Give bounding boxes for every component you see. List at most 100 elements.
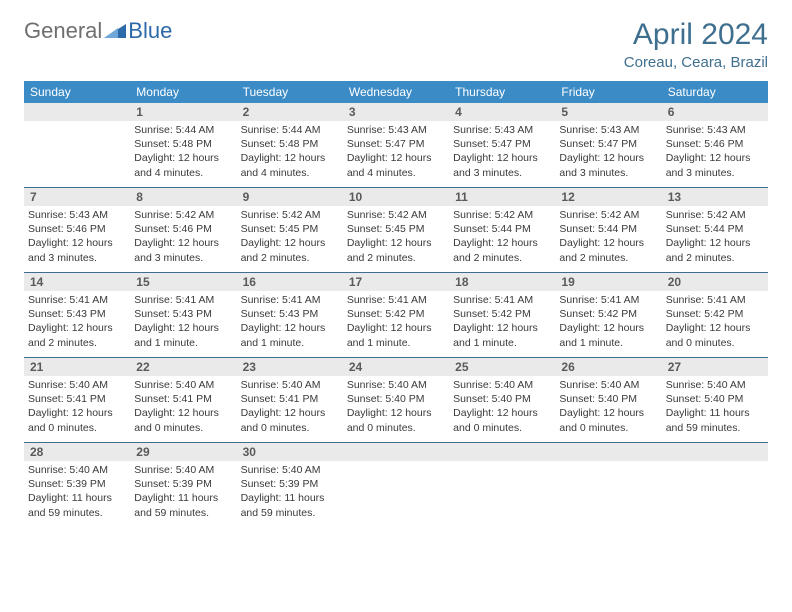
sunrise-line: Sunrise: 5:40 AM bbox=[347, 378, 445, 392]
calendar-week: 21Sunrise: 5:40 AMSunset: 5:41 PMDayligh… bbox=[24, 358, 768, 443]
calendar-cell: 6Sunrise: 5:43 AMSunset: 5:46 PMDaylight… bbox=[662, 103, 768, 187]
daylight-line: Daylight: 12 hours and 4 minutes. bbox=[241, 151, 339, 179]
sunset-line: Sunset: 5:45 PM bbox=[241, 222, 339, 236]
daylight-line: Daylight: 11 hours and 59 minutes. bbox=[666, 406, 764, 434]
sunset-line: Sunset: 5:44 PM bbox=[453, 222, 551, 236]
day-number: 29 bbox=[130, 443, 236, 461]
sunset-line: Sunset: 5:39 PM bbox=[241, 477, 339, 491]
sunset-line: Sunset: 5:47 PM bbox=[347, 137, 445, 151]
sunset-line: Sunset: 5:48 PM bbox=[134, 137, 232, 151]
daylight-line: Daylight: 11 hours and 59 minutes. bbox=[134, 491, 232, 519]
calendar-cell: 12Sunrise: 5:42 AMSunset: 5:44 PMDayligh… bbox=[555, 188, 661, 272]
sunset-line: Sunset: 5:39 PM bbox=[134, 477, 232, 491]
calendar-cell: 23Sunrise: 5:40 AMSunset: 5:41 PMDayligh… bbox=[237, 358, 343, 442]
day-number: 7 bbox=[24, 188, 130, 206]
calendar: Sunday Monday Tuesday Wednesday Thursday… bbox=[24, 81, 768, 527]
day-number: 30 bbox=[237, 443, 343, 461]
calendar-cell: 16Sunrise: 5:41 AMSunset: 5:43 PMDayligh… bbox=[237, 273, 343, 357]
daylight-line: Daylight: 12 hours and 0 minutes. bbox=[453, 406, 551, 434]
day-number: 21 bbox=[24, 358, 130, 376]
calendar-cell: 2Sunrise: 5:44 AMSunset: 5:48 PMDaylight… bbox=[237, 103, 343, 187]
daylight-line: Daylight: 12 hours and 2 minutes. bbox=[28, 321, 126, 349]
day-number: 18 bbox=[449, 273, 555, 291]
brand-logo: General Blue bbox=[24, 18, 172, 44]
calendar-cell: 14Sunrise: 5:41 AMSunset: 5:43 PMDayligh… bbox=[24, 273, 130, 357]
sunrise-line: Sunrise: 5:42 AM bbox=[453, 208, 551, 222]
dow-thursday: Thursday bbox=[449, 81, 555, 103]
calendar-cell bbox=[662, 443, 768, 527]
sunset-line: Sunset: 5:48 PM bbox=[241, 137, 339, 151]
day-number: 5 bbox=[555, 103, 661, 121]
sunset-line: Sunset: 5:43 PM bbox=[241, 307, 339, 321]
calendar-cell: 10Sunrise: 5:42 AMSunset: 5:45 PMDayligh… bbox=[343, 188, 449, 272]
daylight-line: Daylight: 12 hours and 2 minutes. bbox=[666, 236, 764, 264]
day-number bbox=[24, 103, 130, 121]
day-number: 23 bbox=[237, 358, 343, 376]
sunset-line: Sunset: 5:46 PM bbox=[134, 222, 232, 236]
daylight-line: Daylight: 12 hours and 0 minutes. bbox=[241, 406, 339, 434]
sunrise-line: Sunrise: 5:41 AM bbox=[559, 293, 657, 307]
calendar-week: 1Sunrise: 5:44 AMSunset: 5:48 PMDaylight… bbox=[24, 103, 768, 188]
dow-monday: Monday bbox=[130, 81, 236, 103]
sunset-line: Sunset: 5:40 PM bbox=[347, 392, 445, 406]
sunrise-line: Sunrise: 5:41 AM bbox=[666, 293, 764, 307]
daylight-line: Daylight: 12 hours and 2 minutes. bbox=[453, 236, 551, 264]
daylight-line: Daylight: 12 hours and 0 minutes. bbox=[28, 406, 126, 434]
daylight-line: Daylight: 12 hours and 2 minutes. bbox=[241, 236, 339, 264]
day-number: 19 bbox=[555, 273, 661, 291]
day-number: 26 bbox=[555, 358, 661, 376]
calendar-cell: 15Sunrise: 5:41 AMSunset: 5:43 PMDayligh… bbox=[130, 273, 236, 357]
day-number: 9 bbox=[237, 188, 343, 206]
calendar-cell bbox=[24, 103, 130, 187]
day-number: 10 bbox=[343, 188, 449, 206]
calendar-cell: 28Sunrise: 5:40 AMSunset: 5:39 PMDayligh… bbox=[24, 443, 130, 527]
calendar-week: 28Sunrise: 5:40 AMSunset: 5:39 PMDayligh… bbox=[24, 443, 768, 527]
title-block: April 2024 Coreau, Ceara, Brazil bbox=[624, 18, 768, 71]
day-number: 3 bbox=[343, 103, 449, 121]
sunset-line: Sunset: 5:42 PM bbox=[666, 307, 764, 321]
day-number: 12 bbox=[555, 188, 661, 206]
daylight-line: Daylight: 12 hours and 3 minutes. bbox=[559, 151, 657, 179]
daylight-line: Daylight: 12 hours and 3 minutes. bbox=[28, 236, 126, 264]
calendar-cell: 26Sunrise: 5:40 AMSunset: 5:40 PMDayligh… bbox=[555, 358, 661, 442]
sunrise-line: Sunrise: 5:43 AM bbox=[453, 123, 551, 137]
day-number: 24 bbox=[343, 358, 449, 376]
daylight-line: Daylight: 12 hours and 1 minute. bbox=[134, 321, 232, 349]
daylight-line: Daylight: 12 hours and 4 minutes. bbox=[347, 151, 445, 179]
sunset-line: Sunset: 5:42 PM bbox=[453, 307, 551, 321]
sunset-line: Sunset: 5:43 PM bbox=[134, 307, 232, 321]
brand-part1: General bbox=[24, 18, 102, 44]
calendar-cell: 5 Sunrise: 5:43 AMSunset: 5:47 PMDaylight… bbox=[555, 103, 661, 187]
calendar-cell: 11Sunrise: 5:42 AMSunset: 5:44 PMDayligh… bbox=[449, 188, 555, 272]
day-number: 25 bbox=[449, 358, 555, 376]
daylight-line: Daylight: 12 hours and 0 minutes. bbox=[134, 406, 232, 434]
sunset-line: Sunset: 5:41 PM bbox=[28, 392, 126, 406]
daylight-line: Daylight: 12 hours and 1 minute. bbox=[559, 321, 657, 349]
dow-sunday: Sunday bbox=[24, 81, 130, 103]
sunrise-line: Sunrise: 5:41 AM bbox=[28, 293, 126, 307]
sunset-line: Sunset: 5:40 PM bbox=[453, 392, 551, 406]
logo-triangle-icon bbox=[104, 18, 126, 44]
sunrise-line: Sunrise: 5:43 AM bbox=[559, 123, 657, 137]
day-number: 27 bbox=[662, 358, 768, 376]
sunrise-line: Sunrise: 5:40 AM bbox=[559, 378, 657, 392]
calendar-cell: 19Sunrise: 5:41 AMSunset: 5:42 PMDayligh… bbox=[555, 273, 661, 357]
sunset-line: Sunset: 5:41 PM bbox=[134, 392, 232, 406]
dow-tuesday: Tuesday bbox=[237, 81, 343, 103]
sunrise-line: Sunrise: 5:40 AM bbox=[241, 463, 339, 477]
sunset-line: Sunset: 5:47 PM bbox=[559, 137, 657, 151]
calendar-cell: 24Sunrise: 5:40 AMSunset: 5:40 PMDayligh… bbox=[343, 358, 449, 442]
sunrise-line: Sunrise: 5:42 AM bbox=[241, 208, 339, 222]
daylight-line: Daylight: 12 hours and 1 minute. bbox=[241, 321, 339, 349]
calendar-cell: 20Sunrise: 5:41 AMSunset: 5:42 PMDayligh… bbox=[662, 273, 768, 357]
day-number bbox=[555, 443, 661, 461]
sunrise-line: Sunrise: 5:42 AM bbox=[134, 208, 232, 222]
dow-wednesday: Wednesday bbox=[343, 81, 449, 103]
calendar-cell: 30Sunrise: 5:40 AMSunset: 5:39 PMDayligh… bbox=[237, 443, 343, 527]
daylight-line: Daylight: 12 hours and 3 minutes. bbox=[666, 151, 764, 179]
calendar-cell: 18Sunrise: 5:41 AMSunset: 5:42 PMDayligh… bbox=[449, 273, 555, 357]
sunrise-line: Sunrise: 5:40 AM bbox=[666, 378, 764, 392]
daylight-line: Daylight: 12 hours and 2 minutes. bbox=[347, 236, 445, 264]
daylight-line: Daylight: 12 hours and 1 minute. bbox=[453, 321, 551, 349]
daylight-line: Daylight: 12 hours and 2 minutes. bbox=[559, 236, 657, 264]
